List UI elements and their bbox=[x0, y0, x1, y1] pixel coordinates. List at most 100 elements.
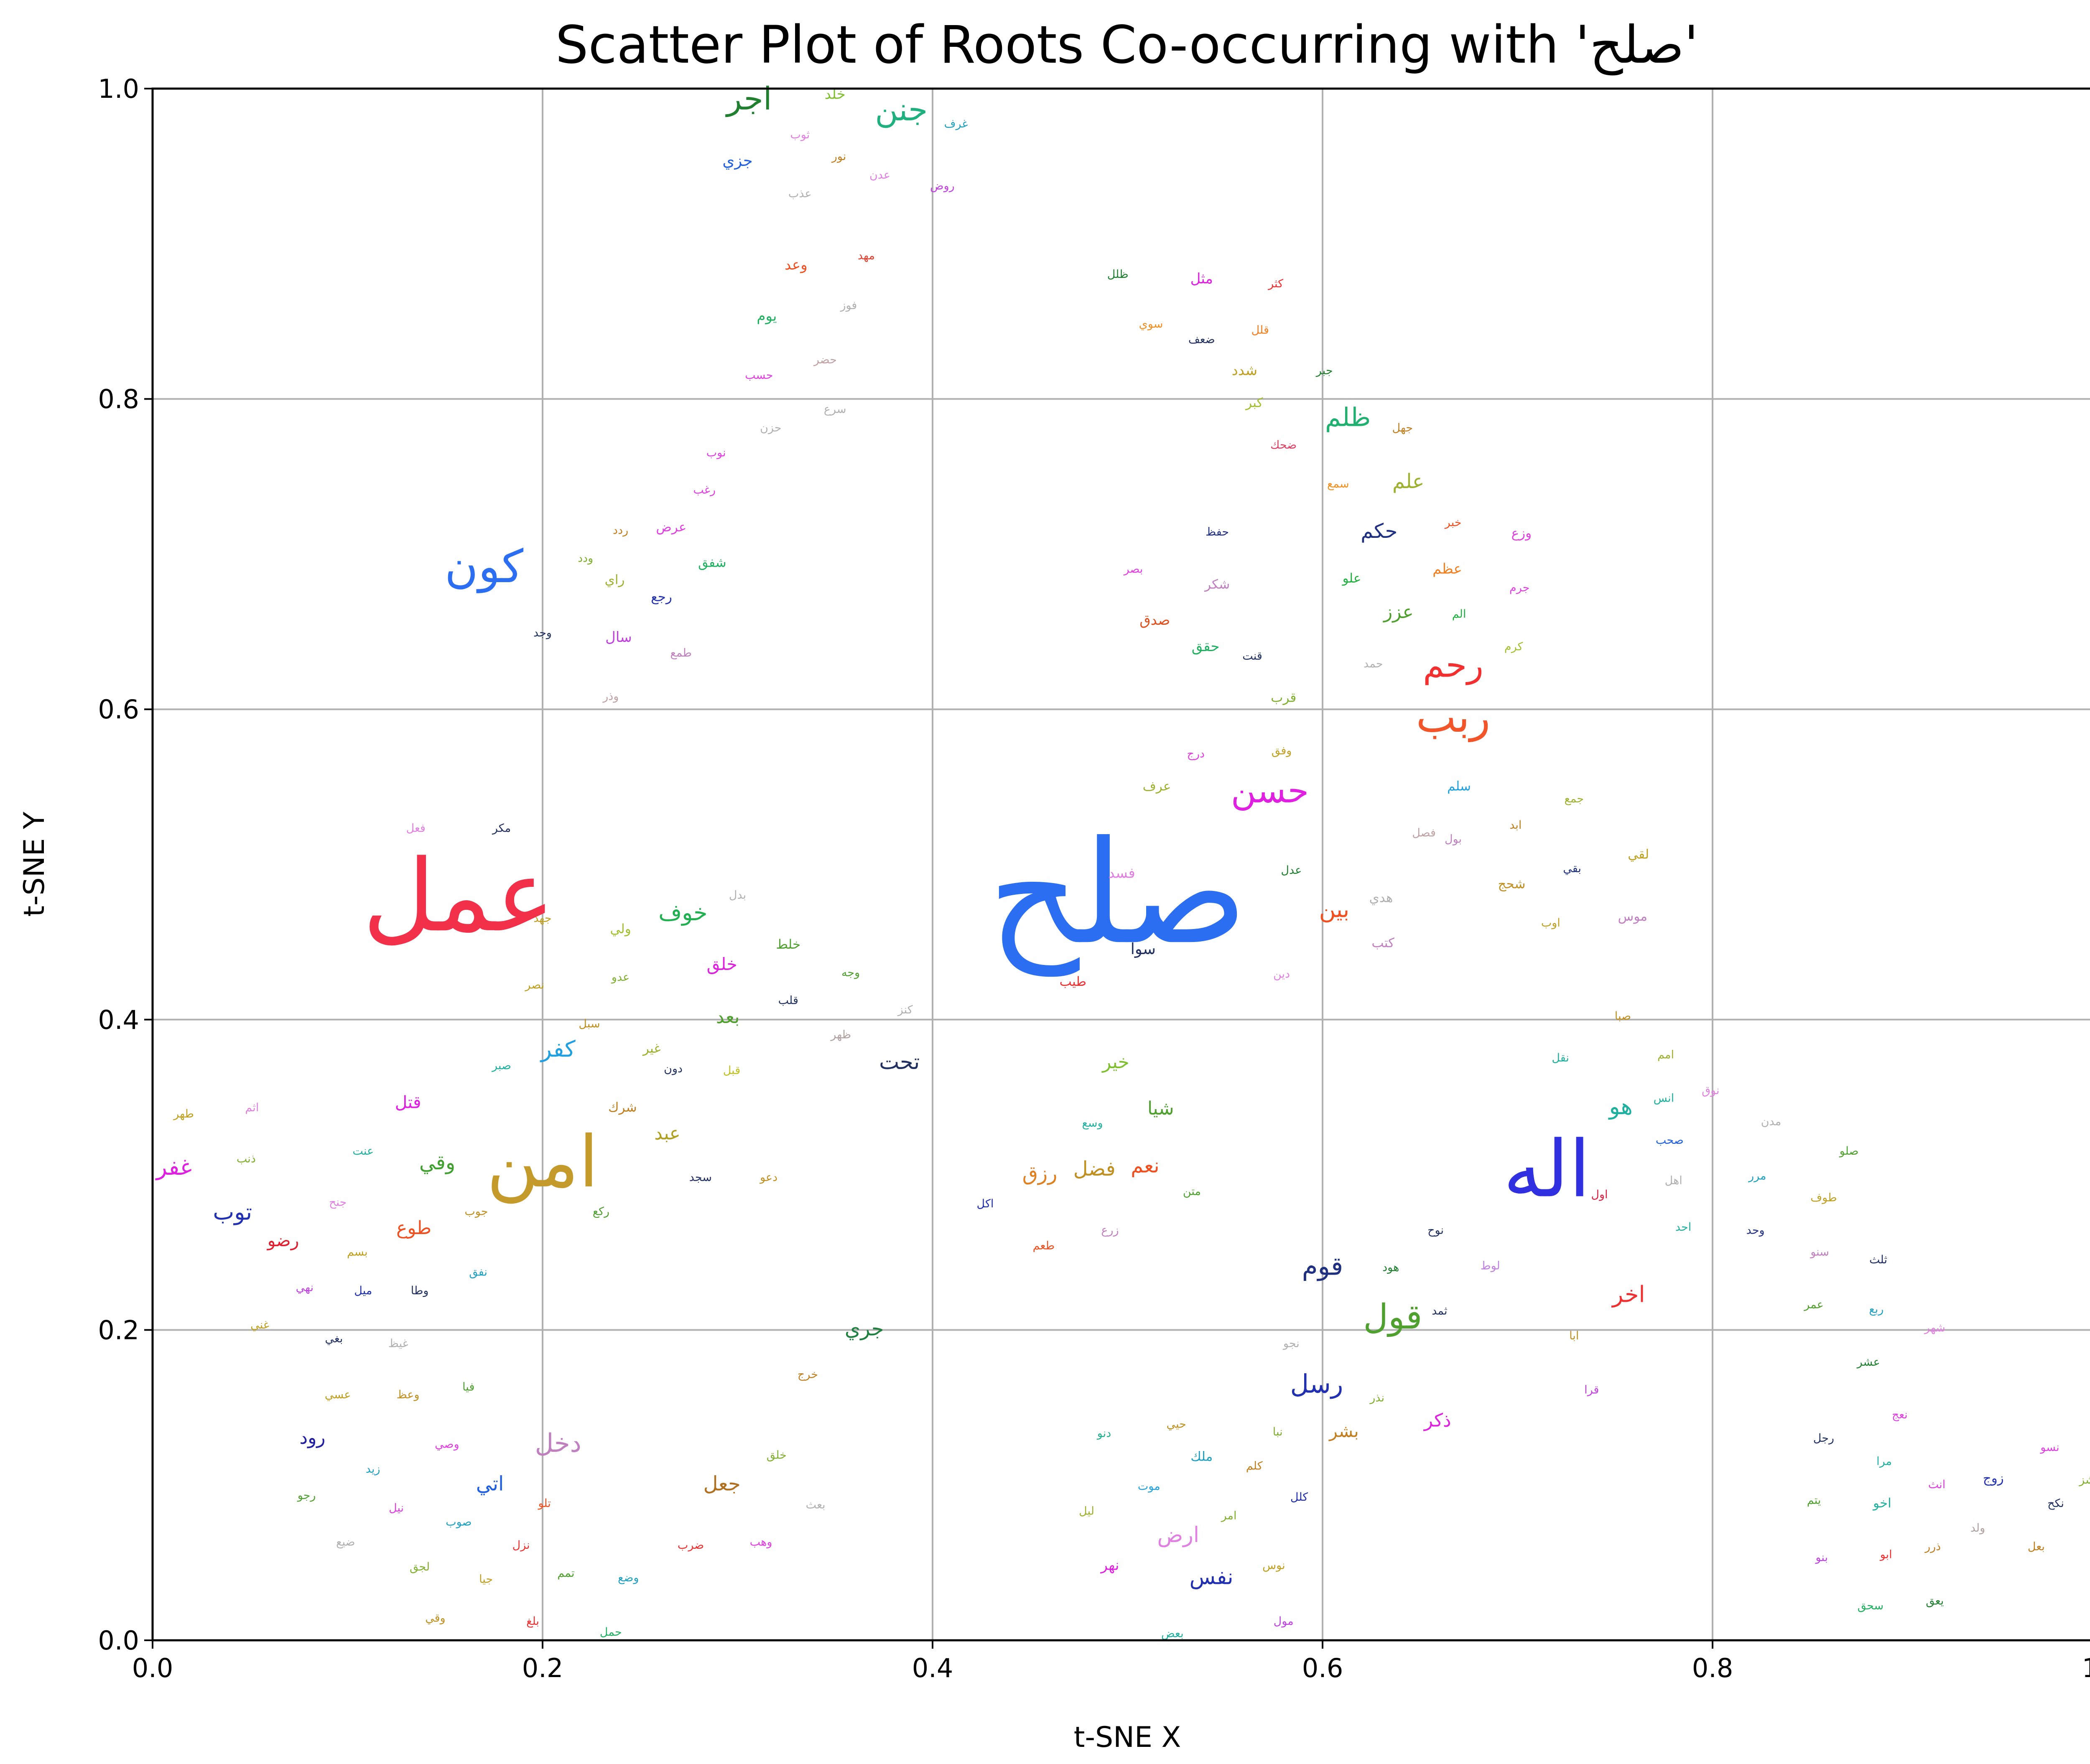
root-point-label: مثل bbox=[1190, 270, 1213, 287]
root-point-label: عسي bbox=[325, 1388, 351, 1401]
root-point-label: حضر bbox=[813, 353, 837, 366]
root-point-label: زرع bbox=[1101, 1224, 1119, 1237]
root-point-label: شفق bbox=[698, 555, 726, 570]
root-point-label: حمد bbox=[1364, 657, 1383, 670]
root-point-label: وصي bbox=[435, 1438, 459, 1451]
root-point-label: حسن bbox=[1231, 771, 1309, 811]
root-point-label: مهد bbox=[858, 249, 875, 262]
root-point-label: وقي bbox=[419, 1151, 455, 1174]
root-point-label: ثلث bbox=[1869, 1253, 1887, 1266]
root-point-label: وعظ bbox=[397, 1388, 420, 1401]
root-point-label: حسب bbox=[745, 369, 773, 382]
root-point-label: اهل bbox=[1665, 1174, 1682, 1187]
root-point-label: سوا bbox=[1131, 940, 1156, 958]
root-point-label: فعل bbox=[406, 822, 426, 835]
root-point-label: بدل bbox=[729, 888, 746, 901]
root-point-label: بول bbox=[1445, 833, 1462, 846]
root-point-label: ليل bbox=[1079, 1504, 1094, 1517]
root-point-label: بعل bbox=[2028, 1540, 2045, 1553]
root-point-label: ثمد bbox=[1432, 1304, 1447, 1317]
root-point-label: نهي bbox=[296, 1281, 314, 1294]
root-point-label: طوف bbox=[1810, 1191, 1837, 1204]
root-point-label: وعد bbox=[785, 257, 808, 273]
root-point-label: كرم bbox=[1504, 640, 1523, 653]
root-point-label: كتب bbox=[1371, 935, 1394, 950]
root-point-label: رود bbox=[299, 1427, 325, 1448]
root-point-label: غفر bbox=[155, 1154, 192, 1180]
root-point-label: موت bbox=[1138, 1480, 1160, 1493]
root-point-label: لقي bbox=[1628, 847, 1649, 862]
axis-ticks: 0.0 0.2 0.4 0.6 0.8 1.0 0.0 0.2 0.4 0.6 0.8 1.0 bbox=[98, 74, 2090, 1683]
root-point-label: ظلل bbox=[1107, 268, 1129, 281]
root-point-label: عدل bbox=[1281, 864, 1302, 877]
root-point-label: خلق bbox=[767, 1449, 787, 1462]
root-point-label: لجق bbox=[410, 1560, 430, 1573]
root-point-label: خبر bbox=[1444, 516, 1462, 529]
root-point-label: جهل bbox=[1392, 422, 1413, 435]
root-point-label: بعض bbox=[1161, 1627, 1184, 1640]
root-point-label: جمع bbox=[1564, 792, 1584, 805]
root-point-label: ضعف bbox=[1188, 333, 1215, 346]
root-point-label: سوي bbox=[1139, 318, 1163, 331]
x-axis-label: t-SNE X bbox=[1074, 1721, 1181, 1754]
root-point-label: عزز bbox=[1383, 601, 1414, 623]
root-point-label: ابو bbox=[1879, 1548, 1892, 1561]
root-point-label: بغي bbox=[325, 1332, 343, 1345]
root-point-label: اخر bbox=[1611, 1281, 1645, 1307]
root-point-label: دين bbox=[1273, 968, 1290, 981]
root-point-label: دون bbox=[664, 1062, 683, 1075]
x-tick-label: 0.8 bbox=[1692, 1653, 1733, 1683]
root-point-label: قوم bbox=[1302, 1251, 1343, 1281]
root-point-label: وقي bbox=[425, 1612, 445, 1625]
root-point-label: رغب bbox=[693, 484, 716, 496]
root-point-label: انث bbox=[1928, 1478, 1946, 1491]
root-point-label: توب bbox=[213, 1199, 252, 1225]
root-point-label: حقق bbox=[1192, 638, 1220, 655]
y-tick-label: 0.6 bbox=[98, 694, 139, 725]
root-point-label: نقل bbox=[1552, 1051, 1569, 1064]
root-point-label: اتي bbox=[476, 1472, 504, 1496]
root-point-label: اكل bbox=[977, 1197, 994, 1210]
root-point-label: نوح bbox=[1427, 1224, 1444, 1237]
root-point-label: غني bbox=[250, 1319, 269, 1331]
root-point-label: صبا bbox=[1615, 1010, 1631, 1023]
root-point-label: ظلم bbox=[1325, 402, 1371, 432]
root-point-label: وحد bbox=[1746, 1224, 1765, 1237]
root-point-label: خير bbox=[1101, 1051, 1129, 1073]
y-tick-label: 0.4 bbox=[98, 1005, 139, 1035]
root-point-label: اله bbox=[1503, 1124, 1590, 1215]
root-point-label: ضحك bbox=[1270, 438, 1297, 451]
root-point-label: نزل bbox=[512, 1539, 530, 1552]
root-point-label: شكر bbox=[1204, 577, 1230, 592]
root-point-label: وهب bbox=[750, 1536, 772, 1549]
root-point-label: حكم bbox=[1361, 519, 1397, 543]
root-point-label: مدن bbox=[1761, 1115, 1781, 1128]
root-point-label: مرر bbox=[1748, 1169, 1766, 1182]
root-point-label: ثوب bbox=[790, 128, 810, 141]
root-point-label: صوب bbox=[446, 1515, 472, 1528]
x-tick-label: 1.0 bbox=[2082, 1653, 2090, 1683]
root-point-label: عظم bbox=[1432, 561, 1462, 578]
root-point-label: وزع bbox=[1511, 526, 1532, 541]
root-point-label: نوب bbox=[706, 446, 726, 459]
root-point-label: بين bbox=[1319, 896, 1349, 923]
root-point-label: ظهر bbox=[830, 1028, 851, 1041]
root-point-label: الم bbox=[1452, 608, 1466, 621]
root-point-label: جزي bbox=[722, 152, 752, 170]
root-point-label: راي bbox=[605, 573, 625, 588]
root-point-label: عذب bbox=[788, 187, 812, 200]
root-point-label: بعد bbox=[716, 1006, 740, 1028]
y-axis-label: t-SNE Y bbox=[18, 812, 51, 917]
root-point-label: صبر bbox=[491, 1059, 511, 1072]
root-point-label: خرج bbox=[798, 1368, 818, 1381]
root-point-label: درج bbox=[1187, 747, 1205, 760]
root-point-label: خوف bbox=[658, 899, 707, 926]
root-point-label: طمع bbox=[670, 647, 691, 659]
root-point-label: بقي bbox=[1563, 862, 1581, 875]
root-point-label: غيظ bbox=[388, 1337, 408, 1350]
x-tick-label: 0.6 bbox=[1302, 1653, 1343, 1683]
root-point-label: ضيع bbox=[336, 1536, 355, 1549]
y-tick-label: 0.8 bbox=[98, 384, 139, 415]
root-point-label: نور bbox=[831, 150, 846, 163]
